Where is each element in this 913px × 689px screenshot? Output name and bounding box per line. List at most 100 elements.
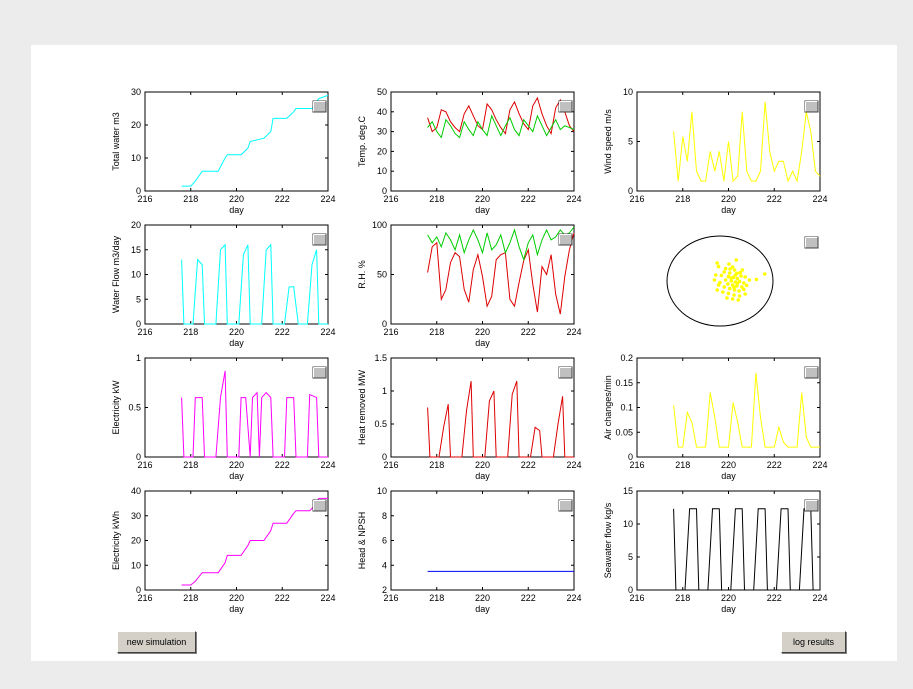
- x-tick-label: 220: [229, 593, 244, 603]
- x-tick-label: 216: [383, 460, 398, 470]
- x-axis-label: day: [475, 604, 490, 614]
- x-tick-label: 222: [521, 327, 536, 337]
- scatter-point: [725, 296, 729, 300]
- plot-area: [144, 357, 329, 458]
- toggle-button[interactable]: [804, 366, 819, 379]
- y-tick-label: 0: [628, 585, 633, 595]
- y-tick-label: 5: [136, 294, 141, 304]
- scatter-point: [712, 278, 717, 282]
- x-tick-label: 224: [566, 593, 581, 603]
- toggle-button[interactable]: [558, 499, 573, 512]
- y-tick-label: 0: [382, 319, 387, 329]
- toggle-button[interactable]: [804, 100, 819, 113]
- x-tick-label: 220: [475, 593, 490, 603]
- y-axis-label: Air changes/min: [603, 375, 613, 440]
- scatter-point: [737, 289, 741, 293]
- scatter-point: [732, 268, 737, 272]
- y-tick-label: 2: [382, 585, 387, 595]
- scatter-point: [736, 298, 740, 302]
- y-tick-label: 5: [628, 552, 633, 562]
- chart-head-npsh: 216 218 220 222 224 2 4 6 8 10 day Head & NPSH: [357, 486, 582, 614]
- y-axis-label: Total water m3: [111, 112, 121, 171]
- toggle-button-face[interactable]: [558, 233, 573, 246]
- toggle-button[interactable]: [558, 366, 573, 379]
- x-tick-label: 220: [721, 194, 736, 204]
- scatter-point: [726, 291, 731, 296]
- toggle-button[interactable]: [312, 233, 327, 246]
- x-tick-label: 222: [521, 593, 536, 603]
- x-axis-label: day: [721, 471, 736, 481]
- toggle-button[interactable]: [312, 499, 327, 512]
- scatter-boundary: [666, 235, 774, 327]
- x-tick-label: 224: [320, 194, 335, 204]
- scatter-point: [716, 264, 721, 269]
- x-tick-label: 216: [137, 593, 152, 603]
- scatter-point: [726, 274, 731, 279]
- scatter-point: [719, 273, 724, 278]
- y-tick-label: 50: [377, 270, 387, 280]
- plot-area: [636, 357, 821, 458]
- y-tick-label: 0.15: [615, 378, 633, 388]
- scatter-point: [715, 288, 719, 292]
- x-tick-label: 224: [812, 460, 827, 470]
- x-tick-label: 224: [320, 460, 335, 470]
- scatter-point: [722, 270, 726, 274]
- toggle-button[interactable]: [312, 366, 327, 379]
- toggle-button[interactable]: [312, 100, 327, 113]
- toggle-button[interactable]: [558, 100, 573, 113]
- y-tick-label: 0.1: [620, 403, 633, 413]
- series-line: [181, 243, 328, 325]
- scatter-point: [723, 266, 728, 271]
- x-axis-label: day: [721, 604, 736, 614]
- x-tick-label: 220: [475, 327, 490, 337]
- new-simulation-button[interactable]: new simulation: [117, 631, 196, 653]
- toggle-button-face[interactable]: [804, 100, 819, 113]
- toggle-button[interactable]: [804, 499, 819, 512]
- x-tick-label: 224: [566, 194, 581, 204]
- y-tick-label: 10: [131, 270, 141, 280]
- scatter-point: [732, 293, 736, 297]
- y-tick-label: 10: [377, 486, 387, 496]
- series-line: [427, 232, 575, 315]
- y-tick-label: 30: [131, 511, 141, 521]
- toggle-button-face[interactable]: [558, 499, 573, 512]
- scatter-point: [730, 297, 735, 301]
- toggle-button-face[interactable]: [804, 236, 819, 249]
- x-tick-label: 216: [137, 460, 152, 470]
- plot-area: [390, 357, 575, 458]
- y-tick-label: 0.05: [615, 427, 633, 437]
- x-tick-label: 220: [229, 194, 244, 204]
- toggle-button[interactable]: [804, 236, 819, 249]
- log-results-button[interactable]: log results: [781, 631, 846, 653]
- x-axis-label: day: [475, 471, 490, 481]
- toggle-button-face[interactable]: [312, 499, 327, 512]
- toggle-button-face[interactable]: [312, 233, 327, 246]
- chart-water-flow: 216 218 220 222 224 0 5 10 15 20 day Water Flow m3/…: [111, 220, 336, 348]
- scatter-point: [723, 278, 728, 282]
- y-tick-label: 0.5: [128, 403, 141, 413]
- toggle-button[interactable]: [558, 233, 573, 246]
- x-axis-label: day: [475, 338, 490, 348]
- scatter-point: [716, 283, 721, 287]
- toggle-button-face[interactable]: [558, 100, 573, 113]
- x-tick-label: 222: [767, 460, 782, 470]
- x-tick-label: 218: [183, 194, 198, 204]
- y-tick-label: 1: [136, 353, 141, 363]
- scatter-point: [735, 276, 740, 281]
- x-tick-label: 224: [566, 327, 581, 337]
- y-tick-label: 30: [131, 87, 141, 97]
- y-axis-label: Temp. deg.C: [357, 115, 367, 167]
- y-tick-label: 4: [382, 560, 387, 570]
- x-tick-label: 222: [767, 194, 782, 204]
- x-tick-label: 222: [275, 593, 290, 603]
- toggle-button-face[interactable]: [558, 366, 573, 379]
- x-tick-label: 218: [675, 194, 690, 204]
- toggle-button-face[interactable]: [312, 366, 327, 379]
- toggle-button-face[interactable]: [804, 366, 819, 379]
- toggle-button-face[interactable]: [312, 100, 327, 113]
- plot-area: [390, 490, 575, 591]
- y-tick-label: 10: [131, 560, 141, 570]
- toggle-button-face[interactable]: [804, 499, 819, 512]
- scatter-point: [734, 258, 739, 262]
